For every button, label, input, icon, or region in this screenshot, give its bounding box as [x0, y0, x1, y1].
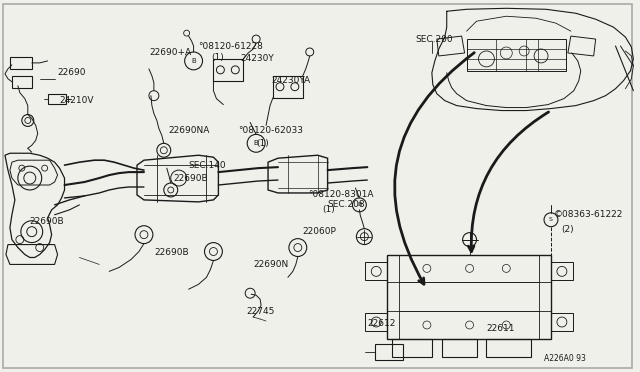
Text: 22690: 22690 — [58, 68, 86, 77]
Text: °08120-8301A: °08120-8301A — [308, 190, 373, 199]
Text: °08120-61228: °08120-61228 — [198, 42, 264, 51]
Text: 22745: 22745 — [246, 307, 275, 315]
Text: B: B — [253, 140, 259, 146]
Text: 22690+A: 22690+A — [149, 48, 191, 57]
Text: 24230Y: 24230Y — [240, 54, 274, 64]
Text: A226A0 93: A226A0 93 — [544, 354, 586, 363]
Text: SEC.200: SEC.200 — [415, 35, 452, 44]
Bar — [387, 254, 551, 339]
Text: 24230YA: 24230YA — [271, 76, 310, 85]
Bar — [273, 76, 303, 97]
Text: (2): (2) — [561, 225, 573, 234]
Text: °08120-62033: °08120-62033 — [238, 126, 303, 135]
Text: 22612: 22612 — [367, 320, 396, 328]
Text: 22611: 22611 — [486, 324, 515, 333]
Bar — [365, 313, 387, 331]
Text: 22060P: 22060P — [303, 227, 337, 236]
Bar — [375, 344, 403, 360]
Bar — [392, 339, 432, 357]
Bar — [47, 94, 65, 103]
Text: 22690NA: 22690NA — [169, 126, 210, 135]
Text: 22690N: 22690N — [253, 260, 289, 269]
Bar — [365, 262, 387, 280]
Bar — [551, 262, 573, 280]
Text: B: B — [191, 58, 196, 64]
Text: ©08363-61222: ©08363-61222 — [554, 210, 623, 219]
Text: (1): (1) — [256, 139, 269, 148]
Bar — [486, 339, 531, 357]
Bar — [10, 57, 32, 69]
Bar — [551, 313, 573, 331]
Text: 22690B: 22690B — [154, 248, 189, 257]
Bar — [442, 339, 477, 357]
Bar — [214, 59, 243, 81]
Text: 22690B: 22690B — [30, 217, 65, 226]
Text: (1): (1) — [323, 205, 335, 214]
Text: (1): (1) — [211, 54, 224, 62]
Text: 22690B: 22690B — [173, 174, 209, 183]
Text: SEC.208: SEC.208 — [328, 201, 365, 209]
Text: 24210V: 24210V — [60, 96, 94, 105]
Text: B: B — [357, 202, 362, 207]
Text: S: S — [549, 217, 553, 222]
Bar — [467, 39, 566, 71]
Text: SEC.140: SEC.140 — [189, 161, 227, 170]
Bar — [12, 76, 32, 88]
